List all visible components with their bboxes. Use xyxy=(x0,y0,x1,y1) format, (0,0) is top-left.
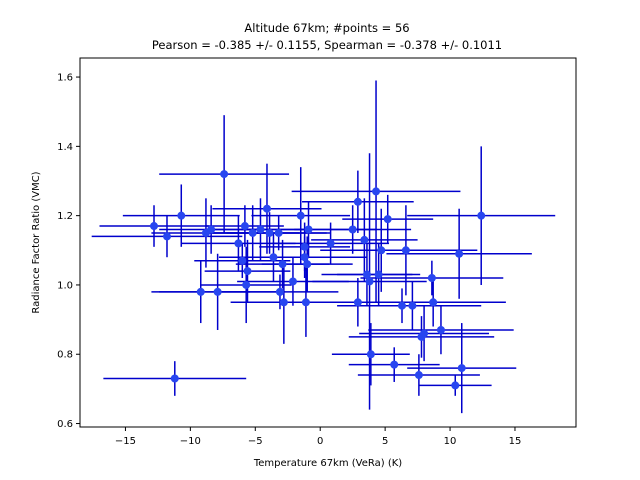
data-markers xyxy=(150,170,486,390)
error-bars xyxy=(91,80,556,414)
data-point-34 xyxy=(360,235,369,244)
data-point-38 xyxy=(372,187,381,196)
data-point-24 xyxy=(296,211,305,220)
y-tick-label-3: 1.2 xyxy=(57,211,73,222)
data-point-37 xyxy=(366,350,375,359)
data-point-1 xyxy=(220,170,229,179)
data-point-54 xyxy=(457,364,466,373)
chart-title: Altitude 67km; #points = 56 xyxy=(244,21,409,35)
x-tick-label-5: 10 xyxy=(444,436,457,447)
data-point-19 xyxy=(274,228,283,237)
data-point-50 xyxy=(427,274,436,283)
x-tick-label-6: 15 xyxy=(509,436,522,447)
data-point-33 xyxy=(353,298,362,307)
data-point-55 xyxy=(477,211,486,220)
data-point-21 xyxy=(279,298,288,307)
data-point-10 xyxy=(238,256,247,265)
x-tick-label-2: −5 xyxy=(248,436,263,447)
y-tick-label-0: 0.6 xyxy=(57,419,73,430)
data-point-2 xyxy=(150,222,159,231)
data-point-22 xyxy=(275,287,284,296)
x-tick-label-1: −10 xyxy=(180,436,201,447)
data-point-36 xyxy=(365,277,374,286)
data-point-42 xyxy=(390,360,399,369)
data-point-32 xyxy=(353,197,362,206)
x-tick-label-4: 5 xyxy=(382,436,388,447)
data-point-45 xyxy=(408,301,417,310)
data-point-53 xyxy=(455,249,464,258)
data-point-27 xyxy=(301,298,310,307)
x-tick-label-3: 0 xyxy=(317,436,323,447)
data-point-29 xyxy=(300,242,309,251)
data-point-44 xyxy=(401,246,410,255)
data-point-12 xyxy=(240,222,249,231)
data-point-20 xyxy=(278,260,287,269)
data-point-16 xyxy=(265,228,274,237)
data-point-25 xyxy=(300,253,309,262)
x-tick-label-0: −15 xyxy=(115,436,136,447)
data-point-28 xyxy=(304,225,313,234)
data-point-7 xyxy=(196,287,205,296)
data-point-51 xyxy=(436,325,445,334)
data-point-14 xyxy=(256,225,265,234)
data-point-35 xyxy=(362,270,371,279)
y-axis-label: Radiance Factor Ratio (VMC) xyxy=(31,171,42,313)
data-point-41 xyxy=(383,215,392,224)
data-point-40 xyxy=(377,246,386,255)
y-tick-label-5: 1.6 xyxy=(57,73,73,84)
data-point-13 xyxy=(248,228,257,237)
data-point-11 xyxy=(243,267,252,276)
data-point-8 xyxy=(213,287,222,296)
data-point-31 xyxy=(348,225,357,234)
x-axis-label: Temperature 67km (VeRa) (K) xyxy=(253,458,402,469)
data-point-9 xyxy=(234,239,243,248)
data-point-52 xyxy=(451,381,460,390)
x-axis-ticks: −15 −10 −5 0 5 10 15 xyxy=(115,427,521,447)
data-point-18 xyxy=(269,253,278,262)
data-point-0 xyxy=(170,374,179,383)
data-point-23 xyxy=(288,277,297,286)
data-point-48 xyxy=(420,329,429,338)
data-point-39 xyxy=(374,270,383,279)
plot-frame xyxy=(79,57,577,428)
data-point-15 xyxy=(262,204,271,213)
data-point-43 xyxy=(398,301,407,310)
data-point-3 xyxy=(162,232,171,241)
y-tick-label-1: 0.8 xyxy=(57,350,73,361)
chart-subtitle: Pearson = -0.385 +/- 0.1155, Spearman = … xyxy=(152,38,502,52)
y-tick-label-4: 1.4 xyxy=(57,142,73,153)
data-point-46 xyxy=(414,371,423,380)
data-point-4 xyxy=(177,211,186,220)
data-point-30 xyxy=(326,239,335,248)
data-point-26 xyxy=(303,260,312,269)
data-point-49 xyxy=(429,298,438,307)
data-point-17 xyxy=(242,280,251,289)
y-tick-label-2: 1.0 xyxy=(57,280,73,291)
data-point-6 xyxy=(207,225,216,234)
y-axis-ticks: 0.6 0.8 1.0 1.2 1.4 1.6 xyxy=(57,73,80,430)
